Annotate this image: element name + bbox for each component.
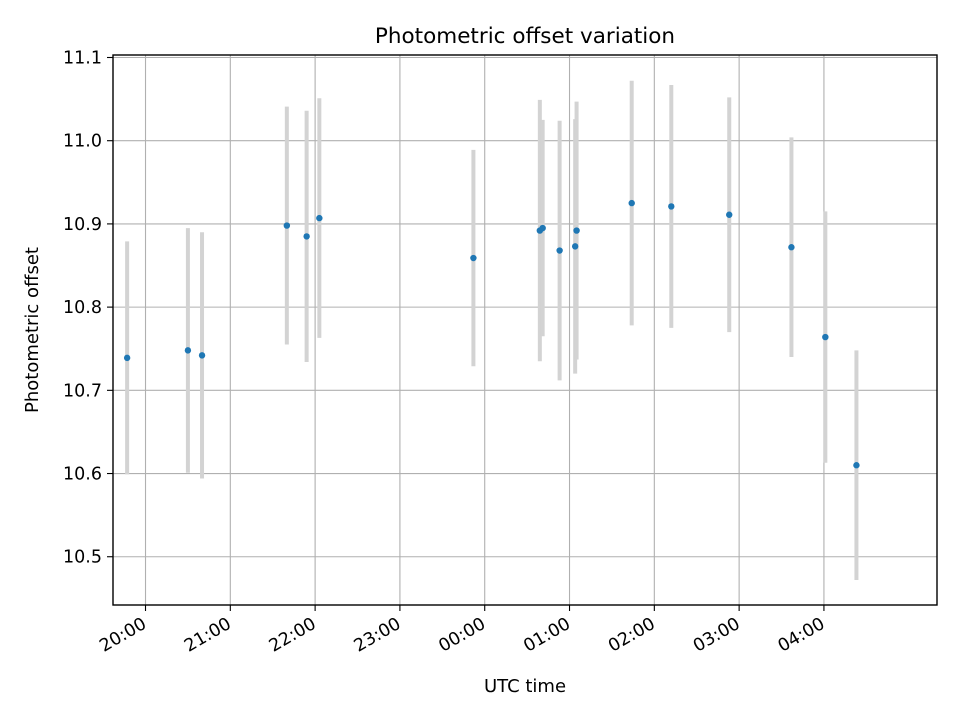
data-point <box>123 354 131 362</box>
y-tick-label: 10.5 <box>63 548 102 568</box>
y-tick-label: 11.1 <box>63 48 102 68</box>
y-tick-label: 10.8 <box>63 298 102 318</box>
grid <box>113 55 937 605</box>
data-point <box>539 224 546 232</box>
x-axis-label: UTC time <box>484 676 566 697</box>
y-tick-label: 11.0 <box>63 132 102 152</box>
data-point <box>822 333 829 341</box>
data-point <box>283 222 291 229</box>
y-axis-label: Photometric offset <box>22 247 43 413</box>
y-tick-label: 10.7 <box>63 381 102 401</box>
plot-frame <box>112 54 938 606</box>
data-point <box>628 199 635 207</box>
chart-title: Photometric offset variation <box>375 24 675 49</box>
data-point <box>303 233 310 240</box>
data-point <box>184 347 192 354</box>
data-point <box>571 243 579 250</box>
data-point <box>853 462 860 469</box>
y-tick-label: 10.9 <box>63 215 102 235</box>
data-point <box>316 214 323 222</box>
y-tick-label: 10.6 <box>63 465 102 485</box>
data-point <box>726 211 733 218</box>
data-point <box>788 244 795 251</box>
data-point <box>668 203 675 210</box>
y-axis-ticks: 10.5 10.6 10.7 10.8 10.9 11.0 11.1 <box>63 48 113 568</box>
data-point <box>198 352 206 359</box>
data-points <box>123 199 860 469</box>
data-point <box>556 247 563 254</box>
data-point <box>470 254 477 262</box>
data-point <box>573 227 580 234</box>
